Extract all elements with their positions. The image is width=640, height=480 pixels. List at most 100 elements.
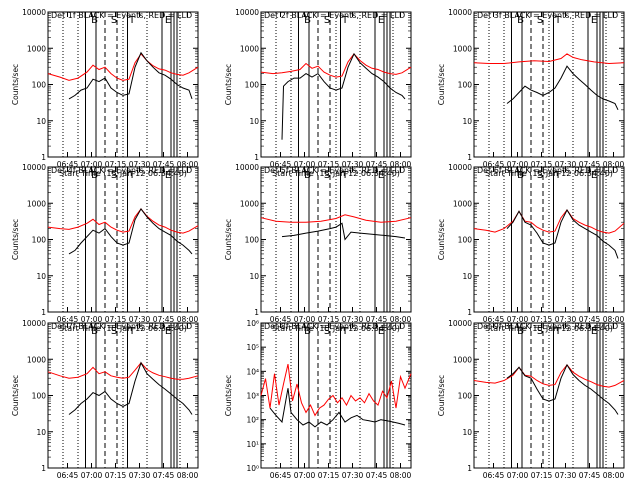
events-series-line xyxy=(269,388,406,428)
region-label: T xyxy=(128,170,136,181)
region-label: E xyxy=(378,170,384,181)
y-axis-label: Counts/sec xyxy=(224,64,233,105)
x-tick-label: 08:00 xyxy=(177,160,199,169)
y-tick-label: 10⁰ xyxy=(246,464,259,473)
y-tick-label: 1 xyxy=(467,308,472,317)
x-tick-label: 07:15 xyxy=(105,471,127,480)
y-tick-label: 10000 xyxy=(235,8,259,17)
x-tick-label: 07:00 xyxy=(507,160,529,169)
x-tick-label: 07:30 xyxy=(342,160,364,169)
y-tick-label: 100 xyxy=(458,81,473,90)
x-tick-label: 07:00 xyxy=(294,160,316,169)
x-tick-label: 08:00 xyxy=(390,160,412,169)
y-tick-label: 1 xyxy=(41,464,46,473)
x-tick-label: 06:45 xyxy=(483,471,505,480)
y-axis-label: Counts/sec xyxy=(224,219,233,260)
y-tick-label: 100 xyxy=(458,392,473,401)
x-tick-label: 07:45 xyxy=(153,471,175,480)
lld-series-line xyxy=(260,53,412,78)
lld-series-line xyxy=(473,53,625,65)
x-tick-label: 06:45 xyxy=(57,160,79,169)
panel-title: Det 4f BLACK = Events, RED = LLD xyxy=(51,166,192,175)
y-tick-label: 1 xyxy=(254,308,259,317)
region-label: T xyxy=(554,170,562,181)
y-axis-label: Counts/sec xyxy=(11,219,20,260)
panel-title: Det 9f BLACK = Events, RED = LLD xyxy=(477,322,618,331)
panel-title: Det 1f BLACK = Events, RED = LLD xyxy=(51,11,192,20)
region-label: B xyxy=(304,326,311,337)
y-tick-label: 1 xyxy=(254,153,259,162)
x-tick-label: 08:00 xyxy=(603,160,625,169)
x-tick-label: 07:45 xyxy=(153,315,175,324)
region-label: B xyxy=(517,326,524,337)
x-tick-label: 06:45 xyxy=(57,315,79,324)
y-tick-label: 10⁵ xyxy=(246,343,259,352)
region-label: T xyxy=(128,326,136,337)
region-label: S xyxy=(111,326,117,337)
x-tick-label: 07:30 xyxy=(555,315,577,324)
y-tick-label: 10 xyxy=(249,272,259,281)
region-label: T xyxy=(341,326,349,337)
events-series-line xyxy=(506,65,619,111)
y-tick-label: 1000 xyxy=(27,199,46,208)
x-tick-label: 06:45 xyxy=(483,160,505,169)
x-tick-label: 07:15 xyxy=(105,315,127,324)
x-tick-label: 07:00 xyxy=(294,315,316,324)
y-axis-label: Counts/sec xyxy=(11,64,20,105)
x-tick-label: 08:00 xyxy=(390,315,412,324)
x-tick-label: 06:45 xyxy=(270,160,292,169)
x-axis-label: Start Time (15-Jan-12 06:34:40) xyxy=(272,324,400,333)
x-tick-label: 07:45 xyxy=(366,315,388,324)
region-label: T xyxy=(554,15,562,26)
events-series-line xyxy=(506,363,619,415)
x-tick-label: 07:45 xyxy=(579,315,601,324)
region-label: B xyxy=(517,170,524,181)
region-label: T xyxy=(341,170,349,181)
y-tick-label: 10 xyxy=(36,272,46,281)
y-tick-label: 10000 xyxy=(448,8,472,17)
region-label: B xyxy=(91,15,98,26)
events-series-line xyxy=(68,361,193,415)
y-tick-label: 10000 xyxy=(448,163,472,172)
y-tick-label: 100 xyxy=(32,81,47,90)
x-tick-label: 07:15 xyxy=(531,315,553,324)
y-tick-label: 100 xyxy=(32,236,47,245)
y-tick-label: 100 xyxy=(458,236,473,245)
y-axis-label: Counts/sec xyxy=(437,219,446,260)
y-axis-label: Counts/sec xyxy=(437,375,446,416)
events-series-line xyxy=(281,52,406,140)
x-tick-label: 07:30 xyxy=(342,471,364,480)
y-tick-label: 1 xyxy=(467,464,472,473)
x-tick-label: 08:00 xyxy=(177,315,199,324)
x-tick-label: 07:30 xyxy=(555,160,577,169)
lld-series-line xyxy=(473,209,625,234)
y-tick-label: 10 xyxy=(462,272,472,281)
x-tick-label: 07:00 xyxy=(81,471,103,480)
lld-series-line xyxy=(260,363,412,417)
region-label: S xyxy=(537,15,543,26)
y-tick-label: 10000 xyxy=(448,319,472,328)
x-tick-label: 07:45 xyxy=(153,160,175,169)
x-tick-label: 07:00 xyxy=(81,160,103,169)
x-tick-label: 08:00 xyxy=(177,471,199,480)
region-label: E xyxy=(165,15,171,26)
region-label: T xyxy=(341,15,349,26)
lld-series-line xyxy=(260,214,412,223)
x-tick-label: 07:30 xyxy=(129,471,151,480)
region-label: S xyxy=(537,326,543,337)
y-tick-label: 1000 xyxy=(453,199,472,208)
panel-title: Det 3f BLACK = Events, RED = LLD xyxy=(477,11,618,20)
y-tick-label: 10 xyxy=(462,428,472,437)
y-tick-label: 10⁶ xyxy=(246,319,259,328)
panel-title: Det 8f BLACK = Events, RED = LLD xyxy=(264,322,405,331)
x-tick-label: 07:15 xyxy=(318,160,340,169)
x-tick-label: 07:45 xyxy=(366,471,388,480)
y-tick-label: 10 xyxy=(36,117,46,126)
y-tick-label: 1000 xyxy=(453,355,472,364)
region-label: T xyxy=(554,326,562,337)
lld-series-line xyxy=(47,208,199,234)
